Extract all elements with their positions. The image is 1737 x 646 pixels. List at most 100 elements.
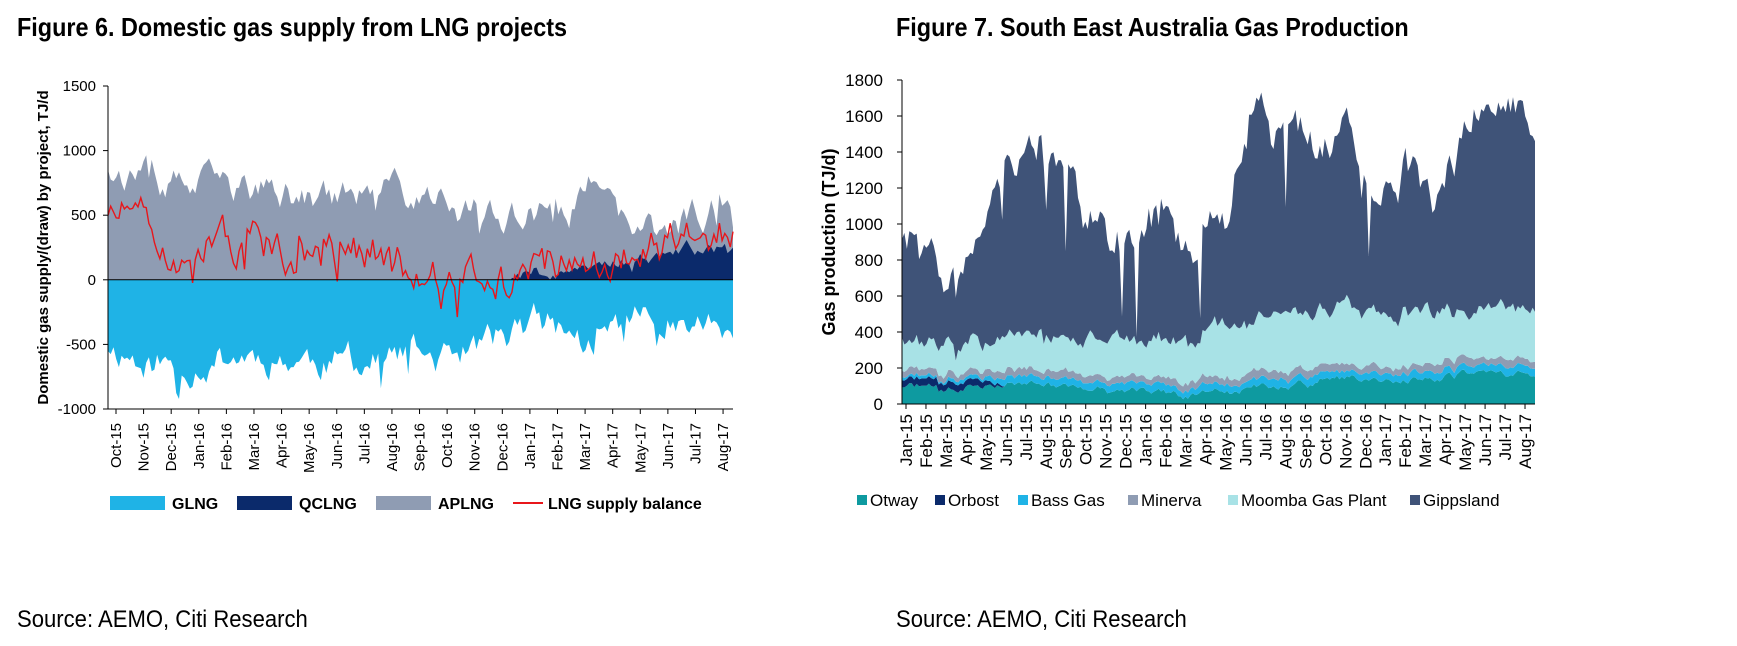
x-tick-label: Mar-16 bbox=[246, 423, 263, 471]
x-tick-label: Dec-16 bbox=[1356, 414, 1375, 469]
legend-label-gippsland: Gippsland bbox=[1423, 491, 1500, 510]
figure-7-source: Source: AEMO, Citi Research bbox=[896, 606, 1187, 633]
x-tick-label: Sep-15 bbox=[1057, 414, 1076, 469]
y-tick-label: 400 bbox=[855, 323, 883, 342]
y-tick-label: 1800 bbox=[845, 71, 883, 90]
x-tick-label: May-16 bbox=[301, 423, 318, 473]
x-tick-label: Jul-16 bbox=[1256, 414, 1275, 460]
legend-label-otway: Otway bbox=[870, 491, 919, 510]
x-tick-label: Jun-15 bbox=[997, 414, 1016, 466]
y-tick-label: 0 bbox=[88, 272, 96, 289]
x-tick-label: Nov-16 bbox=[467, 423, 484, 471]
x-tick-label: Mar-15 bbox=[937, 414, 956, 468]
y-tick-label: 1000 bbox=[63, 143, 96, 160]
x-tick-label: Aug-17 bbox=[715, 423, 732, 471]
x-tick-label: Feb-15 bbox=[917, 414, 936, 468]
y-tick-label: 1200 bbox=[845, 179, 883, 198]
y-tick-label: 1600 bbox=[845, 107, 883, 126]
x-tick-label: Dec-15 bbox=[163, 423, 180, 471]
y-axis-label: Gas production (TJ/d) bbox=[819, 148, 839, 335]
x-tick-label: May-16 bbox=[1216, 414, 1235, 471]
legend-label-minerva: Minerva bbox=[1141, 491, 1202, 510]
legend-swatch-otway bbox=[857, 495, 867, 505]
legend-label-qclng: QCLNG bbox=[299, 496, 357, 513]
x-tick-label: Nov-15 bbox=[136, 423, 153, 471]
bass-gas-area bbox=[902, 362, 1535, 400]
legend-swatch-aplng bbox=[376, 496, 431, 510]
gippsland-area bbox=[902, 92, 1535, 361]
x-tick-label: Jun-17 bbox=[1476, 414, 1495, 466]
x-tick-label: Apr-15 bbox=[957, 414, 976, 465]
legend-label-aplng: APLNG bbox=[438, 496, 494, 513]
x-tick-label: Jun-16 bbox=[1236, 414, 1255, 466]
legend-label-orbost: Orbost bbox=[948, 491, 999, 510]
x-tick-label: Feb-16 bbox=[1157, 414, 1176, 468]
moomba-gas-plant-area bbox=[902, 294, 1535, 387]
y-tick-label: 500 bbox=[71, 207, 96, 224]
x-tick-label: Jan-17 bbox=[522, 423, 539, 469]
y-tick-label: 1000 bbox=[845, 215, 883, 234]
x-tick-label: Oct-16 bbox=[1316, 414, 1335, 465]
legend-swatch-bass-gas bbox=[1018, 495, 1028, 505]
glng-area bbox=[108, 279, 733, 399]
figure-6-chart: -1000 -500 0 500 1000 1500 Oct-15 Nov-15 Dec-15 J… bbox=[35, 78, 734, 513]
y-tick-label: -500 bbox=[66, 336, 96, 353]
x-tick-label: Jul-16 bbox=[356, 423, 373, 464]
y-tick-label: 200 bbox=[855, 359, 883, 378]
x-tick-label: Aug-15 bbox=[1037, 414, 1056, 469]
y-tick-label: 0 bbox=[874, 395, 883, 414]
x-tick-label: Oct-15 bbox=[1077, 414, 1096, 465]
legend-swatch-glng bbox=[110, 496, 165, 510]
x-tick-label: Apr-17 bbox=[605, 423, 622, 468]
x-tick-label: Mar-17 bbox=[1416, 414, 1435, 468]
figure-7-panel: Figure 7. South East Australia Gas Produ… bbox=[819, 0, 1737, 646]
x-tick-label: Jun-16 bbox=[329, 423, 346, 469]
legend-label-lng-supply-balance: LNG supply balance bbox=[548, 496, 702, 513]
y-tick-label: 1400 bbox=[845, 143, 883, 162]
x-tick-label: Jul-17 bbox=[687, 423, 704, 464]
legend-swatch-moomba-gas-plant bbox=[1228, 495, 1238, 505]
y-axis-label: Domestic gas supply/(draw) by project, T… bbox=[35, 90, 52, 404]
x-tick-label: Jan-16 bbox=[1137, 414, 1156, 466]
x-tick-label: Feb-17 bbox=[550, 423, 567, 471]
legend-label-bass-gas: Bass Gas bbox=[1031, 491, 1105, 510]
x-tick-label: Apr-17 bbox=[1436, 414, 1455, 465]
x-tick-label: Dec-15 bbox=[1117, 414, 1136, 469]
legend-swatch-orbost bbox=[935, 495, 945, 505]
y-tick-label: 800 bbox=[855, 251, 883, 270]
y-tick-label: 600 bbox=[855, 287, 883, 306]
y-tick-label: 1500 bbox=[63, 78, 96, 95]
x-tick-label: May-15 bbox=[977, 414, 996, 471]
x-tick-label: Jun-17 bbox=[660, 423, 677, 469]
legend-swatch-gippsland bbox=[1410, 495, 1420, 505]
x-tick-label: Jul-15 bbox=[1017, 414, 1036, 460]
x-tick-label: Jul-17 bbox=[1496, 414, 1515, 460]
x-tick-label: Jan-15 bbox=[897, 414, 916, 466]
legend-swatch-qclng bbox=[237, 496, 292, 510]
legend-swatch-minerva bbox=[1128, 495, 1138, 505]
x-tick-label: Feb-16 bbox=[218, 423, 235, 471]
figure-7-title: Figure 7. South East Australia Gas Produ… bbox=[896, 12, 1409, 42]
x-tick-label: Sep-16 bbox=[1296, 414, 1315, 469]
minerva-area bbox=[902, 354, 1535, 394]
x-tick-label: Feb-17 bbox=[1396, 414, 1415, 468]
x-tick-label: Jan-16 bbox=[191, 423, 208, 469]
x-tick-label: May-17 bbox=[632, 423, 649, 473]
x-tick-label: Nov-16 bbox=[1336, 414, 1355, 469]
x-tick-label: Oct-15 bbox=[108, 423, 125, 468]
x-tick-label: Apr-16 bbox=[1197, 414, 1216, 465]
legend-label-moomba-gas-plant: Moomba Gas Plant bbox=[1241, 491, 1387, 510]
x-tick-label: Mar-17 bbox=[577, 423, 594, 471]
lng-supply-balance-line bbox=[107, 195, 734, 318]
legend-label-glng: GLNG bbox=[172, 496, 218, 513]
x-tick-label: Aug-16 bbox=[1276, 414, 1295, 469]
y-tick-label: -1000 bbox=[58, 401, 96, 418]
x-tick-label: Nov-15 bbox=[1097, 414, 1116, 469]
x-tick-label: Dec-16 bbox=[494, 423, 511, 471]
figure-6-source: Source: AEMO, Citi Research bbox=[17, 606, 308, 633]
x-tick-label: Mar-16 bbox=[1177, 414, 1196, 468]
x-tick-label: Apr-16 bbox=[274, 423, 291, 468]
figure-6-title: Figure 6. Domestic gas supply from LNG p… bbox=[17, 12, 568, 42]
x-tick-label: May-17 bbox=[1456, 414, 1475, 471]
